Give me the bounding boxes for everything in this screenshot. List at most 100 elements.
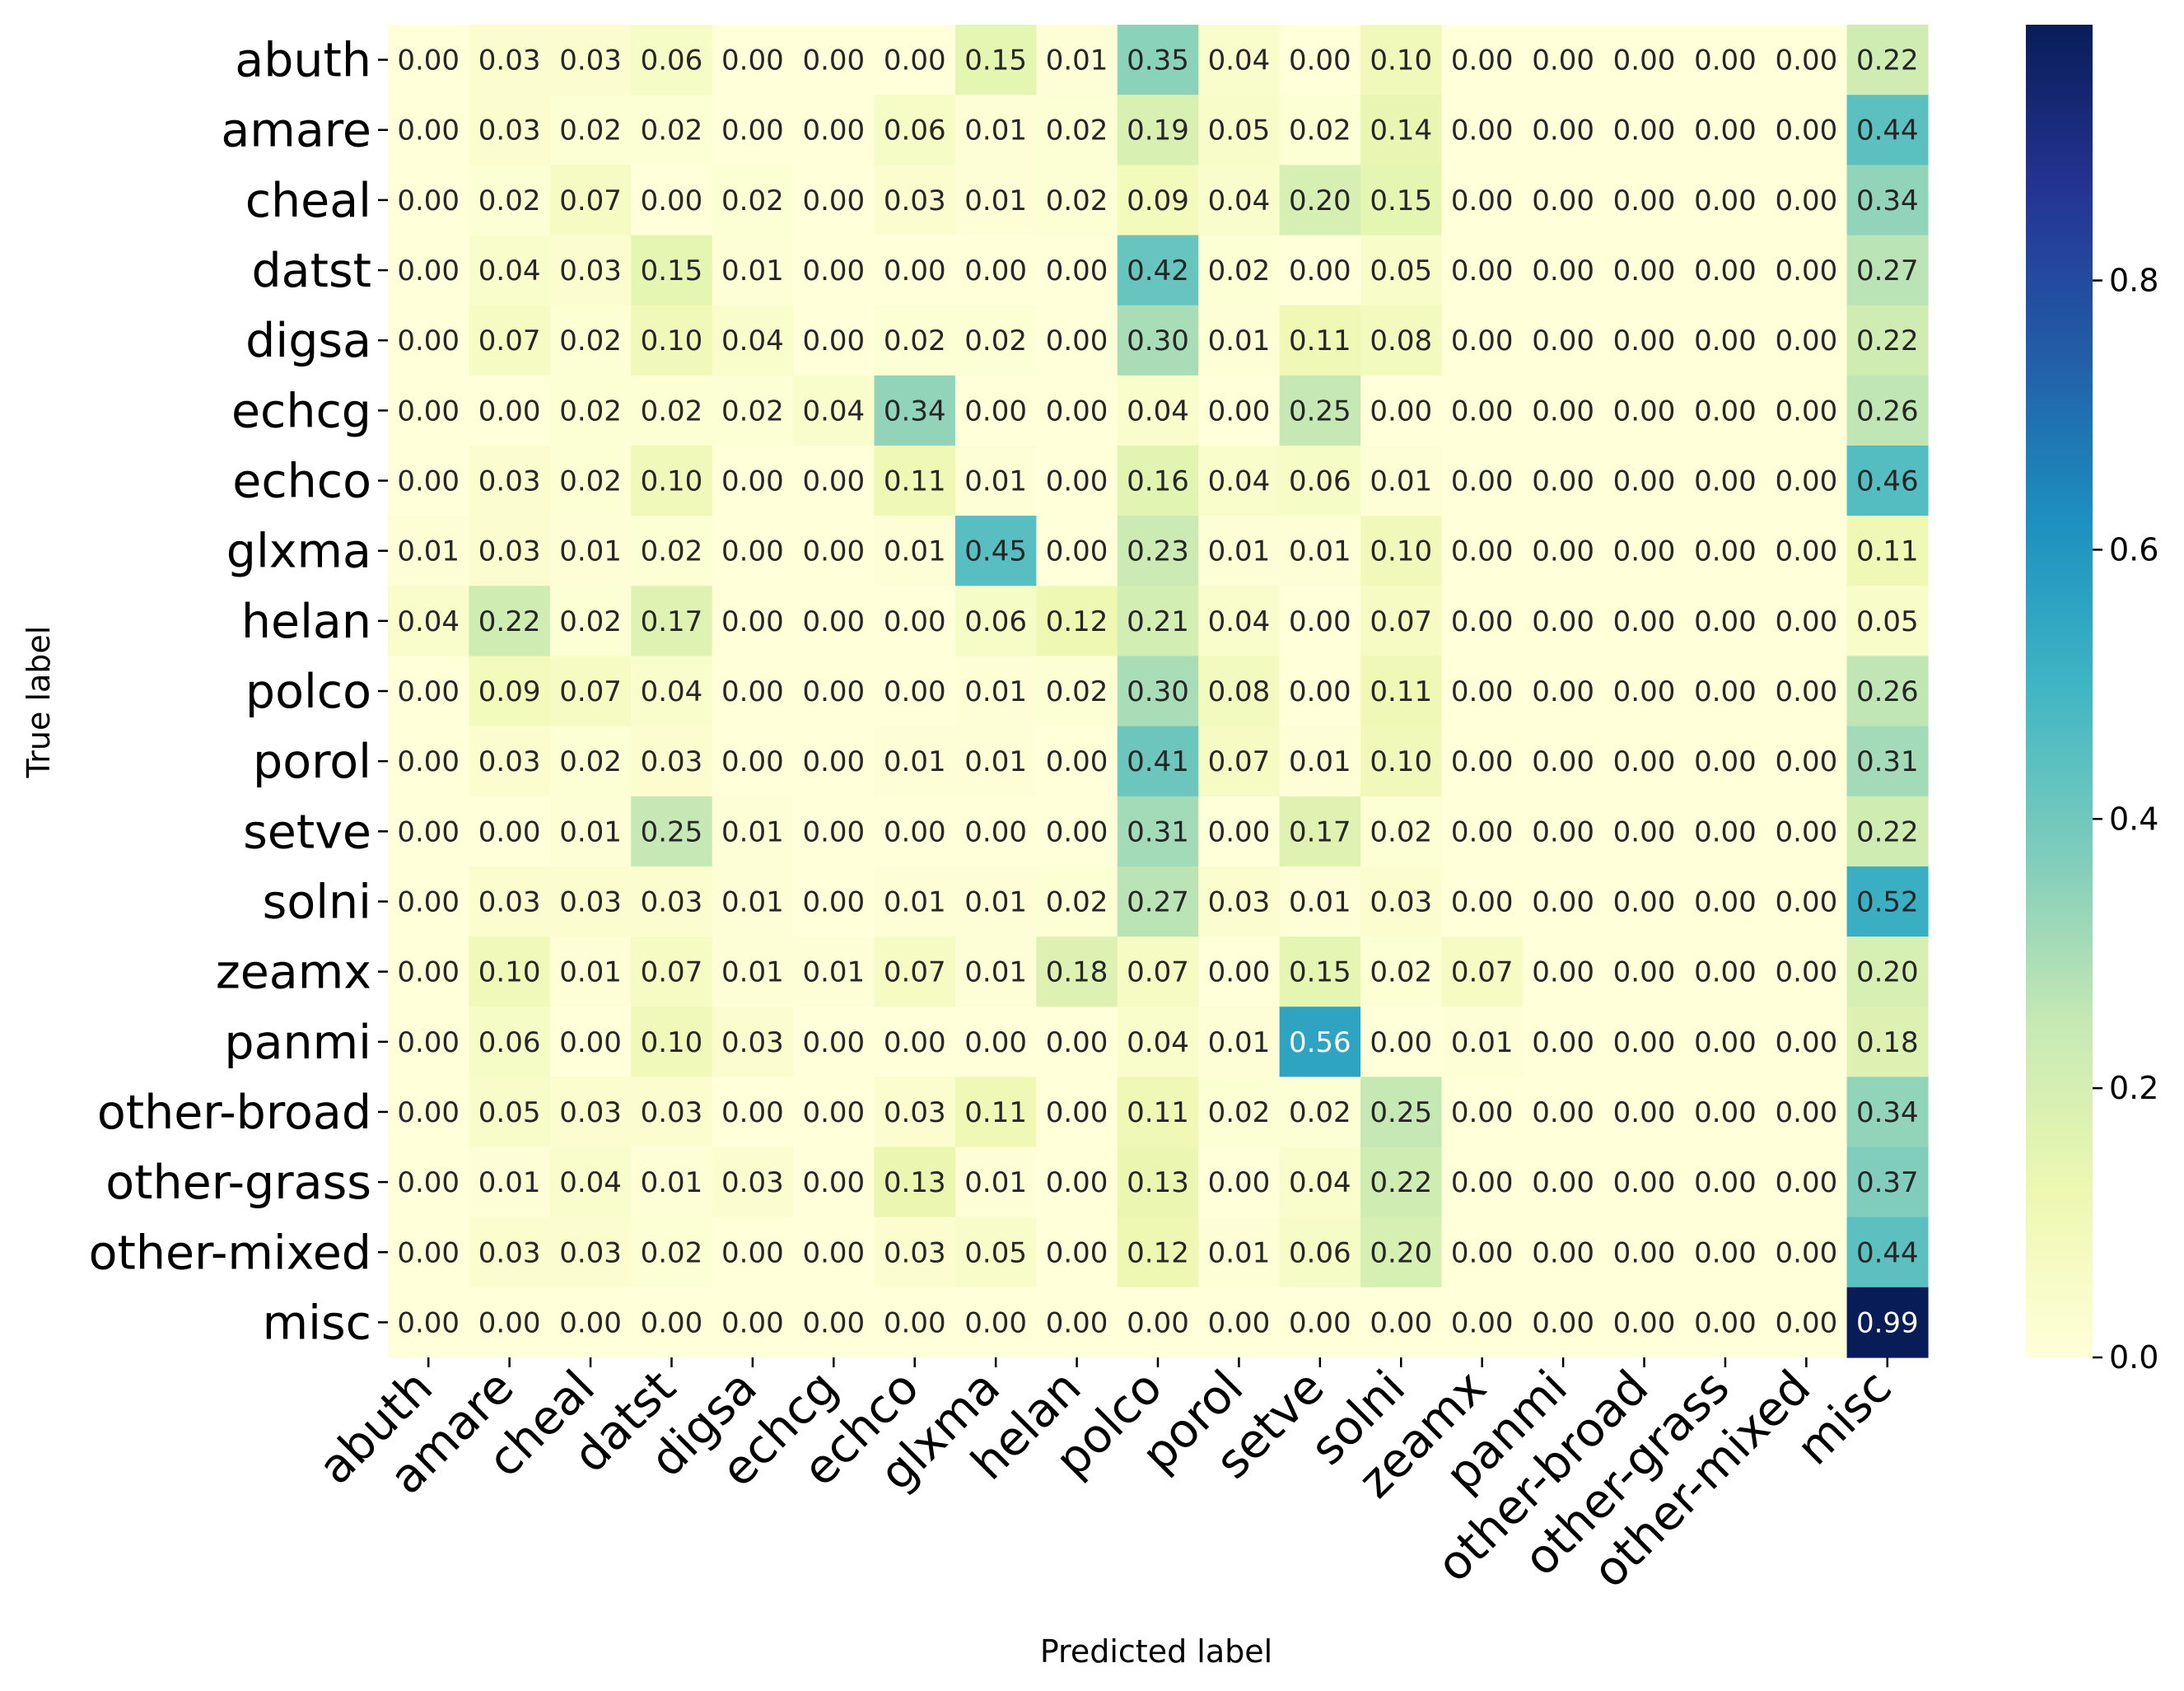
heatmap-cell: [388, 95, 470, 166]
cell-value-label: 0.00: [1532, 1096, 1594, 1129]
cell-value-label: 0.00: [1694, 535, 1757, 568]
cell-value-label: 0.00: [1532, 605, 1594, 638]
cell-value-label: 0.00: [397, 255, 460, 287]
cell-value-label: 0.18: [1046, 956, 1108, 989]
cell-value-label: 0.00: [802, 885, 865, 918]
heatmap-cell: [1846, 1147, 1929, 1218]
heatmap-cell: [1603, 1287, 1686, 1358]
heatmap-cell: [1684, 165, 1766, 236]
heatmap-cell: [1279, 305, 1361, 376]
heatmap-cell: [712, 1147, 794, 1218]
cell-value-label: 0.00: [1451, 605, 1514, 638]
cell-value-label: 0.00: [397, 185, 460, 217]
heatmap-cell: [1684, 796, 1766, 867]
heatmap-cell: [793, 95, 875, 166]
heatmap-cell: [712, 1007, 794, 1077]
colorbar-tick-label: 0.4: [2109, 801, 2158, 837]
heatmap-cell: [1766, 586, 1848, 657]
cell-value-label: 0.02: [1289, 114, 1351, 147]
heatmap-cell: [1117, 375, 1199, 446]
y-tick-label: cheal: [245, 174, 371, 228]
y-tick-label: panmi: [224, 1016, 371, 1070]
heatmap-cell: [388, 726, 470, 797]
heatmap-cell: [1766, 1217, 1848, 1288]
cell-value-label: 0.03: [641, 745, 703, 778]
heatmap-cell: [1198, 586, 1281, 657]
heatmap-cell: [469, 656, 551, 727]
heatmap-cell: [631, 1217, 713, 1288]
heatmap-cell: [1117, 305, 1199, 376]
cell-value-label: 0.00: [1776, 185, 1838, 217]
heatmap-cell: [1360, 726, 1443, 797]
cell-value-label: 0.03: [1370, 885, 1432, 918]
heatmap-cell: [1198, 305, 1281, 376]
y-tick-label: polco: [245, 665, 371, 719]
cell-value-label: 0.01: [1208, 325, 1271, 357]
cell-value-label: 0.00: [1451, 465, 1514, 498]
heatmap-cell: [1684, 95, 1766, 166]
heatmap-cell: [1846, 726, 1929, 797]
heatmap-cell: [1684, 25, 1766, 96]
cell-value-label: 0.00: [1776, 255, 1838, 287]
heatmap-cell: [1522, 1007, 1604, 1077]
heatmap-cell: [1766, 445, 1848, 516]
cell-value-label: 0.02: [559, 465, 622, 498]
heatmap-cell: [954, 235, 1037, 306]
heatmap-cell: [712, 375, 794, 446]
heatmap-cell: [549, 305, 632, 376]
cell-value-label: 0.00: [1046, 465, 1108, 498]
cell-value-label: 0.00: [1127, 1306, 1189, 1339]
cell-value-label: 0.11: [884, 465, 946, 498]
heatmap-cell: [1846, 445, 1929, 516]
heatmap-cell: [1684, 1077, 1766, 1148]
y-tick-label: zeamx: [216, 946, 371, 1000]
cell-value-label: 0.10: [641, 325, 703, 357]
cell-value-label: 0.02: [641, 1236, 703, 1269]
y-tick-label: digsa: [245, 314, 371, 368]
cell-value-label: 0.01: [478, 1166, 541, 1199]
cell-value-label: 0.02: [721, 395, 784, 427]
heatmap-cell: [1198, 1147, 1281, 1218]
y-axis-ticks: abuth amare cheal datst digsa echcg echco glxma…: [89, 34, 388, 1350]
heatmap-cell: [1360, 937, 1443, 1007]
colorbar-tick-label: 0.6: [2109, 531, 2158, 568]
cell-value-label: 0.12: [1046, 605, 1108, 638]
cell-value-label: 0.00: [1370, 395, 1432, 427]
cell-value-label: 0.00: [1451, 1096, 1514, 1129]
heatmap-cell: [793, 235, 875, 306]
heatmap-cell: [1441, 1007, 1524, 1077]
cell-value-label: 0.00: [1532, 885, 1594, 918]
heatmap-cell: [1603, 445, 1686, 516]
cell-value-label: 0.00: [1613, 114, 1676, 147]
cell-value-label: 0.12: [1127, 1236, 1189, 1269]
heatmap-cell: [1603, 1147, 1686, 1218]
heatmap-cell: [631, 1147, 713, 1218]
heatmap-cell: [1198, 95, 1281, 166]
heatmap-cell: [874, 1287, 956, 1358]
cell-value-label: 0.00: [1694, 114, 1757, 147]
cell-value-label: 0.00: [721, 535, 784, 568]
cell-value-label: 0.00: [1776, 325, 1838, 357]
y-tick-label: other-grass: [105, 1156, 371, 1210]
heatmap-cell: [1117, 1147, 1199, 1218]
heatmap-cell: [1603, 586, 1686, 657]
heatmap-cell: [712, 25, 794, 96]
heatmap-cell: [388, 586, 470, 657]
heatmap-cell: [874, 937, 956, 1007]
cell-value-label: 0.15: [1289, 956, 1351, 989]
cell-value-label: 0.00: [1289, 605, 1351, 638]
heatmap-cell: [793, 25, 875, 96]
heatmap-cell: [712, 656, 794, 727]
cell-value-label: 0.01: [1289, 745, 1351, 778]
heatmap-cell: [1603, 866, 1686, 937]
cell-value-label: 0.02: [1208, 255, 1271, 287]
cell-value-label: 0.00: [397, 325, 460, 357]
heatmap-cell: [1360, 516, 1443, 586]
cell-value-label: 0.00: [1776, 114, 1838, 147]
cell-value-label: 0.00: [397, 1306, 460, 1339]
heatmap-cell: [469, 1077, 551, 1148]
y-tick-label: setve: [243, 805, 371, 859]
heatmap-cell: [1441, 305, 1524, 376]
cell-value-label: 0.00: [1694, 1236, 1757, 1269]
heatmap-cell: [954, 1217, 1037, 1288]
